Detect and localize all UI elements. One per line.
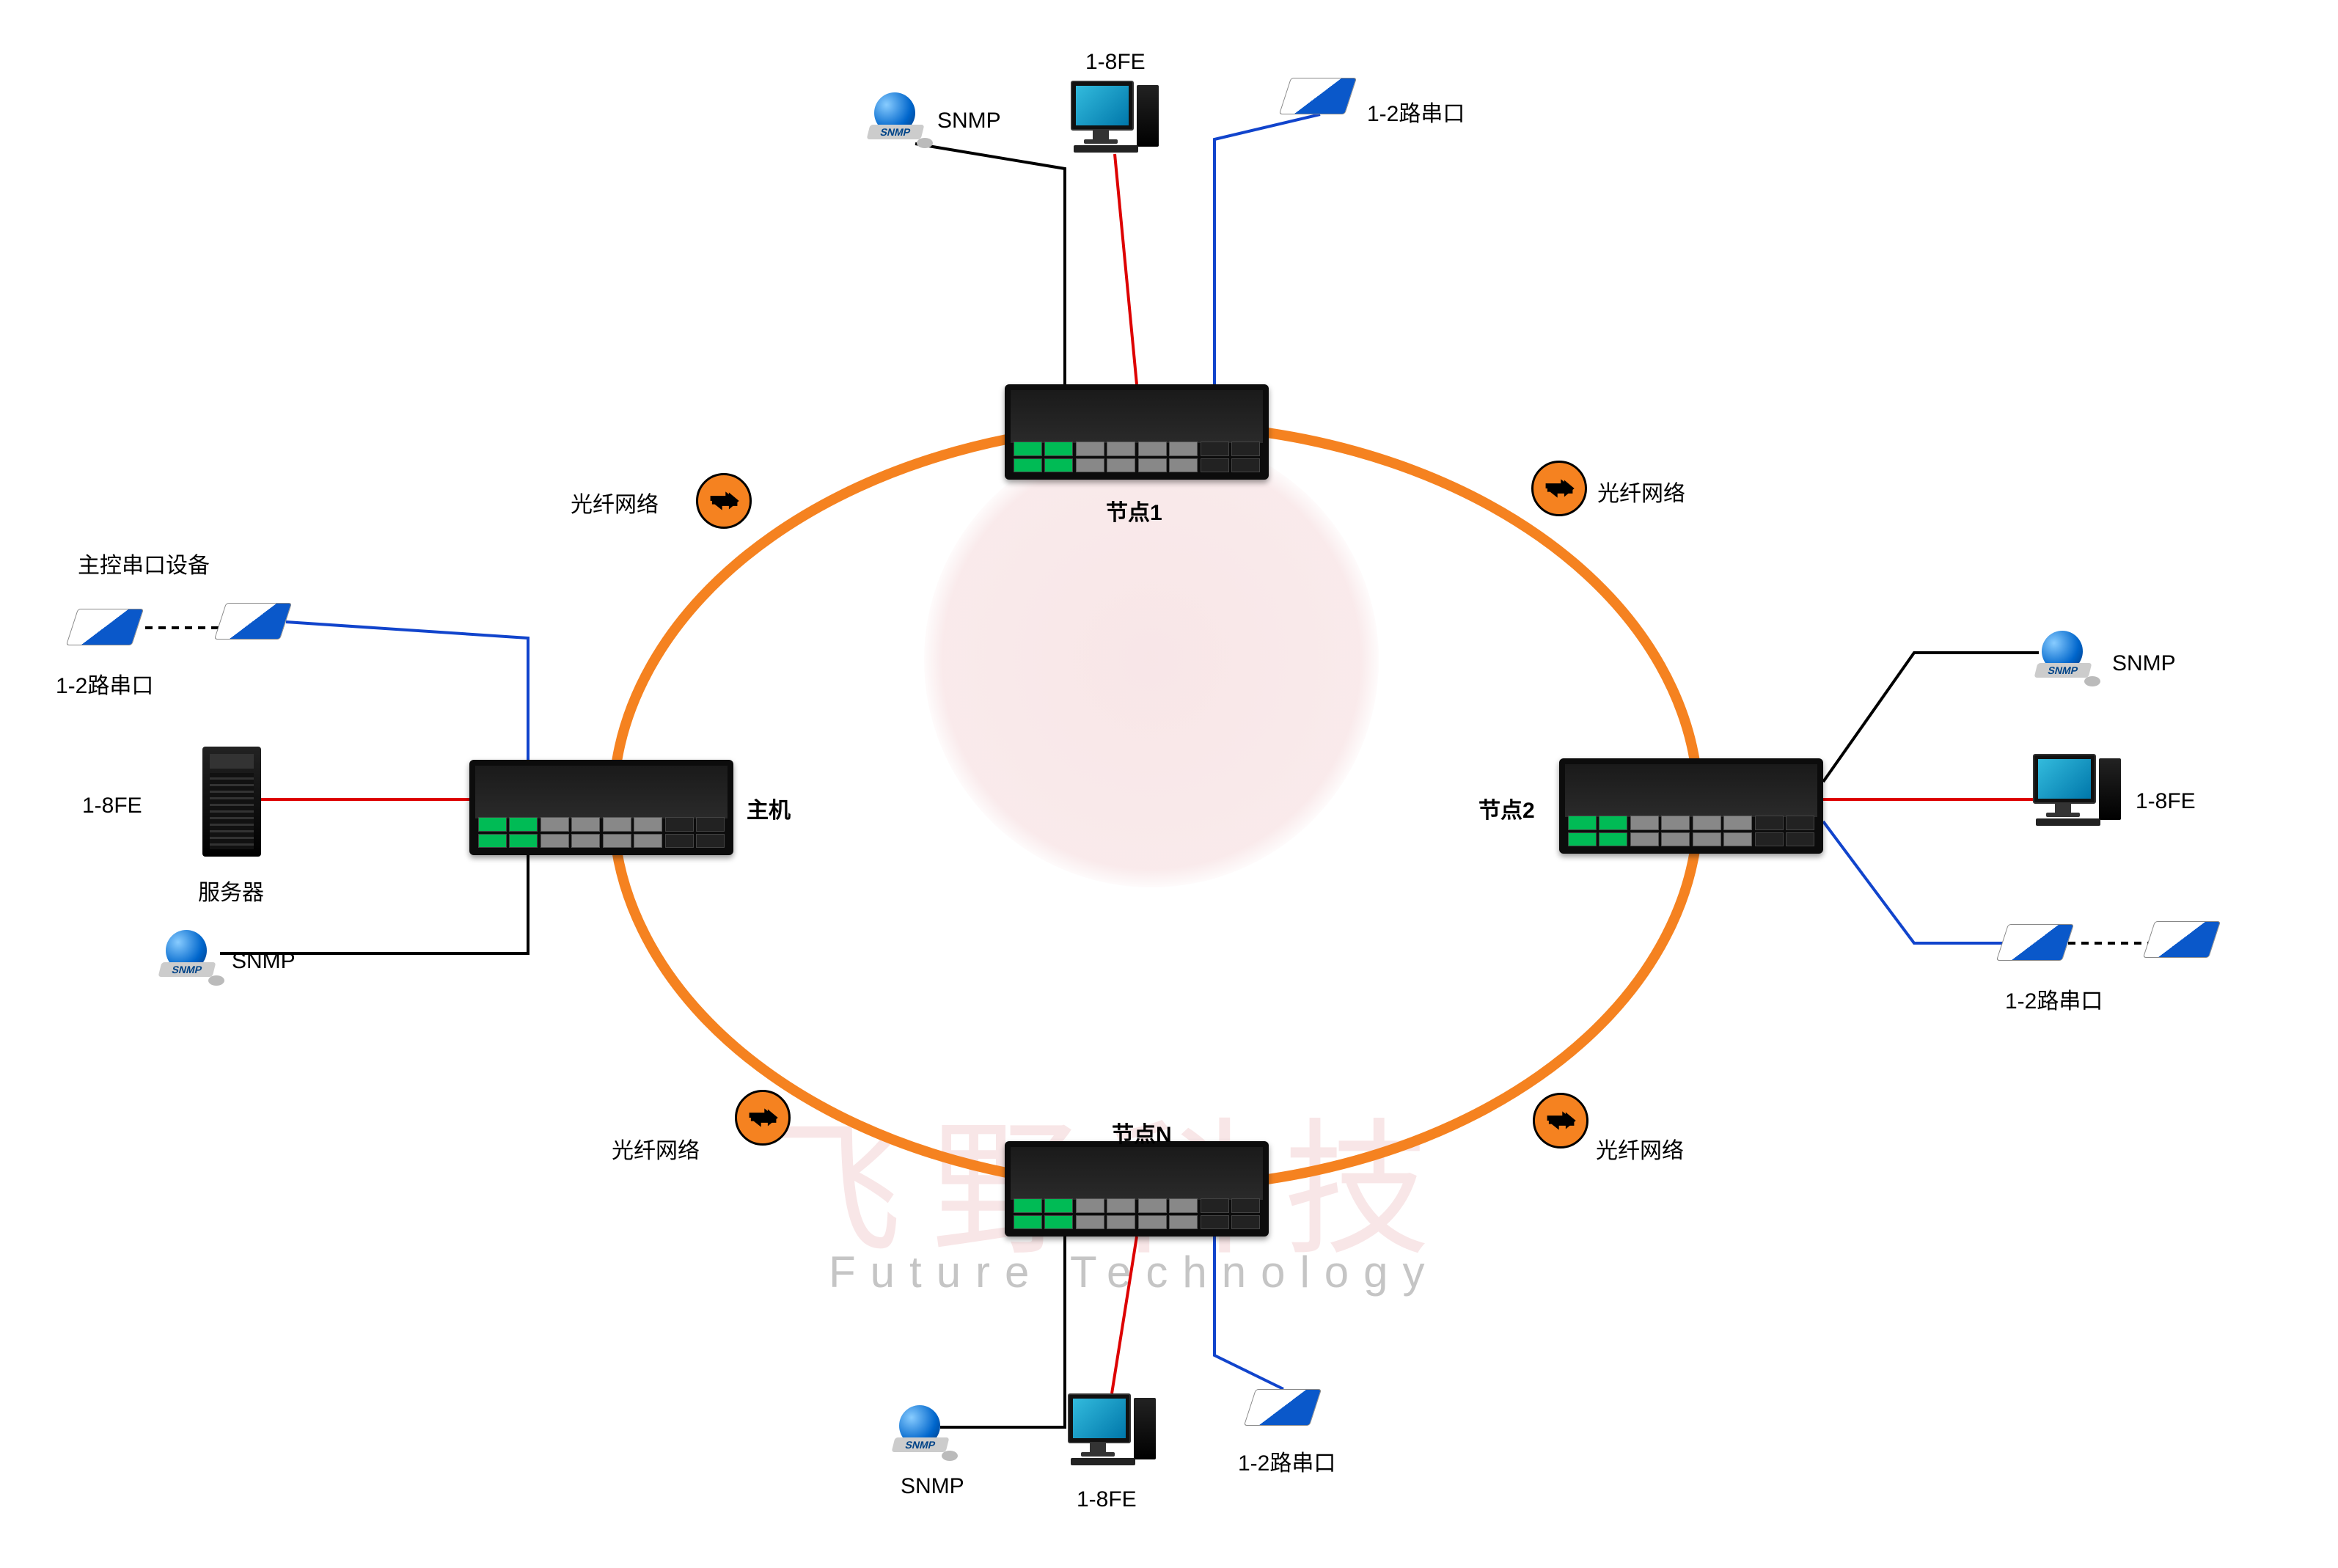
snmp-label: SNMP [901,1474,964,1499]
serial-master-label: 主控串口设备 [78,547,210,579]
fe-label: 1-8FE [82,794,142,818]
fe-label: 1-8FE [1077,1487,1137,1512]
snmp-globe-icon: SNMP [2036,631,2095,682]
switch-label-host: 主机 [747,792,791,824]
serial-label: 1-2路串口 [1367,95,1465,128]
switch-nodeN [1005,1141,1269,1237]
diagram-canvas: 飞野科技 Future Technology 光纤网络光纤网络光纤网络光纤网络 … [0,0,2338,1568]
pc-icon [1071,81,1159,154]
pc-icon [2033,754,2121,827]
fiber-label: 光纤网络 [1597,475,1685,508]
pc-icon [1068,1393,1156,1467]
server-icon [202,747,261,857]
switch-node1 [1005,384,1269,480]
serial-label: 1-2路串口 [2005,983,2103,1015]
fe-label: 1-8FE [2136,789,2196,814]
serial-device-icon [2002,924,2068,961]
switch-host [469,760,733,855]
switch-label-node1: 节点1 [1106,494,1162,527]
serial-device-icon [72,609,138,645]
serial-device-icon [1285,78,1351,114]
snmp-globe-icon: SNMP [893,1405,952,1457]
snmp-globe-icon: SNMP [160,930,219,981]
fiber-icon [696,473,752,529]
fiber-icon [1531,461,1587,516]
serial-device-icon [1250,1389,1316,1426]
fiber-label: 光纤网络 [1596,1132,1684,1165]
watermark-en: Future Technology [829,1247,1440,1297]
serial-label: 1-2路串口 [1238,1445,1335,1477]
fiber-icon [735,1090,791,1146]
server-label: 服务器 [198,874,264,906]
fe-label: 1-8FE [1085,50,1146,75]
snmp-label: SNMP [937,109,1001,133]
switch-label-node2: 节点2 [1478,792,1535,824]
fiber-label: 光纤网络 [612,1132,700,1165]
serial-device-icon [2149,921,2215,958]
serial-device-icon [220,603,286,640]
switch-node2 [1559,758,1823,854]
snmp-label: SNMP [232,949,296,974]
snmp-label: SNMP [2112,651,2176,676]
serial-label: 1-2路串口 [56,667,153,700]
fiber-label: 光纤网络 [571,486,659,519]
switch-label-nodeN: 节点N [1112,1116,1172,1148]
fiber-icon [1533,1093,1588,1148]
snmp-globe-icon: SNMP [868,92,927,144]
